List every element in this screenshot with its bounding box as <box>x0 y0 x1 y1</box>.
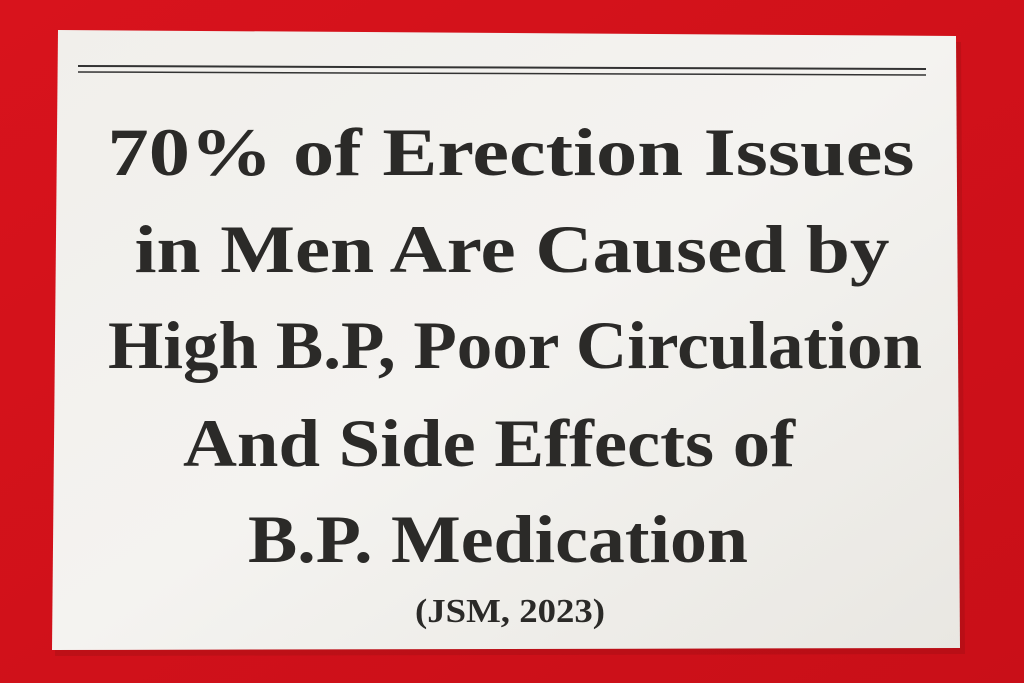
rule <box>77 71 927 76</box>
headline-line: in Men Are Caused by <box>135 211 890 287</box>
headline-line: High B.P, Poor Circulation <box>108 307 922 383</box>
newspaper <box>52 30 960 650</box>
headline-line: B.P. Medication <box>248 501 748 577</box>
headline-line: 70% of Erection Issues <box>108 114 915 190</box>
rule <box>77 65 927 70</box>
source: (JSM, 2023) <box>415 593 605 630</box>
headline-line: And Side Effects of <box>183 405 796 481</box>
